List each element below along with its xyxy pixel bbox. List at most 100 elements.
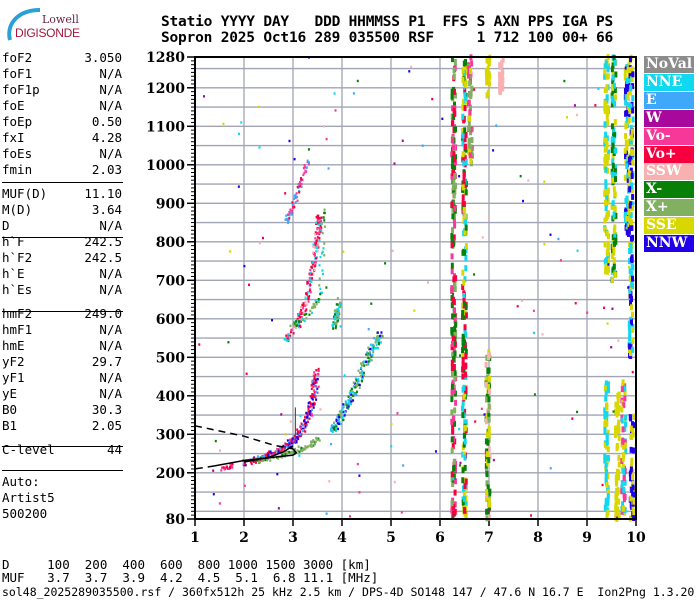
legend-x-plus: X+ xyxy=(644,199,694,217)
interference-streak-point xyxy=(629,124,633,131)
echo-point xyxy=(299,426,302,429)
interference-streak-point xyxy=(452,67,456,74)
interference-streak-point xyxy=(604,380,608,387)
interference-streak-point xyxy=(614,493,618,500)
echo-points xyxy=(198,54,637,522)
interference-streak-point xyxy=(622,486,626,493)
echo-point xyxy=(299,433,302,436)
interference-streak-point xyxy=(603,189,607,196)
interference-streak-point xyxy=(623,506,627,513)
echo-point xyxy=(257,459,260,462)
echo-point xyxy=(242,462,245,465)
echo-point xyxy=(362,371,365,375)
param-c-level: C-level 44 xyxy=(2,442,122,458)
interference-streak-point xyxy=(628,89,632,96)
echo-point xyxy=(319,224,322,228)
echo-point xyxy=(308,273,311,276)
interference-streak-point xyxy=(629,211,633,218)
echo-point xyxy=(288,442,291,445)
interference-streak-point xyxy=(484,361,488,368)
echo-point xyxy=(317,243,320,246)
echo-point xyxy=(360,362,363,365)
noise-point xyxy=(473,273,476,276)
interference-streak-point xyxy=(603,385,607,392)
echo-point xyxy=(309,288,312,291)
interference-streak-point xyxy=(452,458,456,465)
interference-streak-point xyxy=(488,452,492,459)
interference-streak-point xyxy=(629,256,633,263)
interference-streak-point xyxy=(463,487,467,494)
echo-point xyxy=(290,211,293,214)
param-h-es: h`Es N/A xyxy=(2,282,122,298)
noise-point xyxy=(603,306,606,309)
echo-point xyxy=(226,466,229,470)
echo-point xyxy=(314,384,317,388)
interference-streak-point xyxy=(604,390,608,397)
param-value: N/A xyxy=(99,98,122,113)
interference-streak-point xyxy=(450,151,454,158)
interference-streak-point xyxy=(614,514,618,521)
interference-streak-point xyxy=(451,481,455,488)
interference-streak-point xyxy=(606,509,610,516)
echo-point xyxy=(336,316,339,319)
interference-streak-point xyxy=(461,313,465,320)
interference-streak-point xyxy=(450,383,454,390)
interference-streak-point xyxy=(461,77,465,84)
interference-streak-point xyxy=(450,242,454,249)
noise-point xyxy=(393,480,396,484)
param-label: fxI xyxy=(2,130,25,145)
param-yf2: yF2 29.7 xyxy=(2,354,122,370)
echo-point xyxy=(337,427,340,431)
interference-streak-point xyxy=(487,436,491,443)
interference-streak-point xyxy=(616,487,620,494)
echo-point xyxy=(319,255,322,259)
echo-point xyxy=(300,422,303,425)
noise-point xyxy=(288,139,291,143)
noise-point xyxy=(222,122,225,126)
echo-point xyxy=(298,450,301,453)
echo-point xyxy=(295,326,298,330)
interference-streak-point xyxy=(461,184,465,191)
interference-streak-point xyxy=(631,338,635,345)
interference-streak-point xyxy=(617,474,621,481)
interference-streak-point xyxy=(461,361,465,368)
interference-streak-point xyxy=(603,163,607,170)
noise-point xyxy=(214,439,217,443)
echo-point xyxy=(313,253,316,256)
echo-point xyxy=(312,382,315,386)
echo-point xyxy=(315,302,318,306)
interference-streak-point xyxy=(452,156,456,163)
interference-streak-point xyxy=(450,268,454,275)
interference-streak-point xyxy=(485,480,489,487)
echo-point xyxy=(342,415,345,418)
interference-streak-point xyxy=(462,394,466,401)
interference-streak-point xyxy=(623,74,627,81)
interference-streak-point xyxy=(630,296,634,303)
muf-distance-row: D 100 200 400 600 800 1000 1500 3000 [km… xyxy=(2,557,371,572)
interference-streak-point xyxy=(613,59,617,66)
echo-point xyxy=(315,378,318,381)
param-label: foEs xyxy=(2,146,33,161)
interference-streak-point xyxy=(605,432,609,439)
interference-streak-point xyxy=(464,387,468,394)
echo-point xyxy=(229,467,232,470)
noise-point xyxy=(594,104,597,107)
interference-streak-point xyxy=(454,329,458,336)
interference-streak-point xyxy=(629,167,633,174)
noise-point xyxy=(543,242,546,246)
interference-streak-point xyxy=(610,253,614,260)
noise-point xyxy=(302,429,305,432)
echo-point xyxy=(229,463,232,466)
echo-point xyxy=(312,243,315,246)
echo-point xyxy=(295,323,298,326)
noise-point xyxy=(627,286,630,289)
interference-streak-point xyxy=(611,162,615,169)
interference-streak-point xyxy=(461,477,465,484)
echo-point xyxy=(289,208,292,211)
noise-point xyxy=(628,265,631,269)
echo-point xyxy=(311,266,314,269)
interference-streak-point xyxy=(604,462,608,469)
interference-streak-point xyxy=(629,446,633,453)
interference-streak-point xyxy=(614,212,618,219)
echo-point xyxy=(296,449,299,452)
